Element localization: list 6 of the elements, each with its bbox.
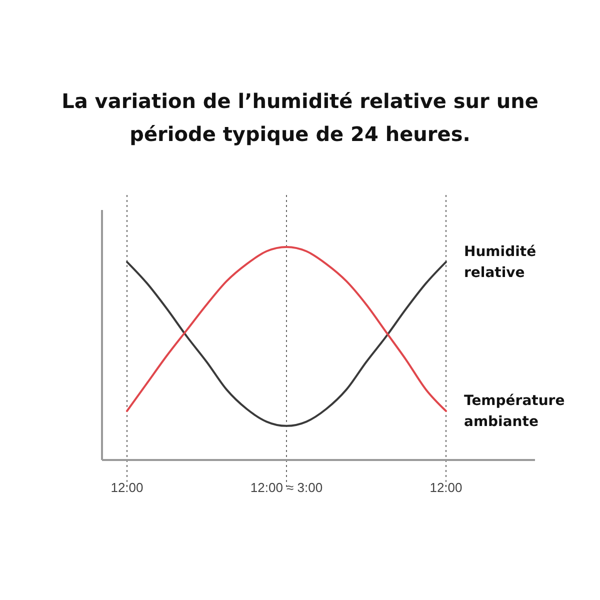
series-label: Humidité relative [464,244,536,281]
x-tick-label: 12:00 ≈ 3:00 [250,480,323,495]
x-tick-label: 12:00 [430,480,462,495]
x-tick-label: 12:00 [110,480,144,495]
series-label: Température ambiante [464,393,565,430]
chart-title: La variation de l’humidité relative sur une période typique de 24 heures. [62,89,538,146]
